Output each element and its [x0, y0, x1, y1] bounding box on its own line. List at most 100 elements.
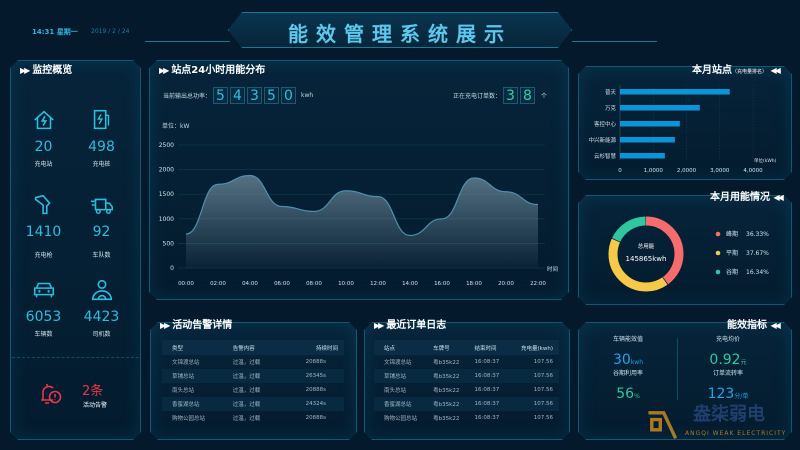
table-cell: 粤b35k22 — [433, 360, 460, 366]
table-cell: 24324s — [275, 397, 344, 411]
title-banner — [228, 12, 572, 48]
table-row[interactable]: 南头总站 过温，过载 20888s — [162, 383, 344, 397]
header-date: 2019 / 2 / 24 — [91, 28, 130, 35]
bar-category-label: 客控中心 — [594, 120, 617, 128]
header-line-right — [572, 41, 657, 42]
header-time: 14:31 星期一 — [32, 27, 78, 37]
table-cell: 南头总站 — [172, 388, 195, 394]
stat-value: 20 — [34, 139, 53, 155]
table-cell: 16:08:37 — [474, 359, 500, 365]
x-tick-label: 3,0000 — [710, 168, 730, 174]
donut-center-label: 总用能 — [638, 242, 655, 250]
x-tick-label: 08:00 — [306, 281, 322, 287]
stat-label: 车辆数 — [34, 331, 53, 338]
table-header: 站点 车牌号 结束时间 充电量(kwh) — [374, 340, 559, 355]
kpi-item: 订单流转率 123分/单 — [683, 370, 773, 405]
x-tick-label: 20:00 — [498, 281, 514, 287]
table-cell: 购物公园总站 — [172, 416, 206, 422]
table-row[interactable]: 香蜜湖总站 粤b35k22 16:08:37 107.56 — [374, 397, 559, 411]
table-row[interactable]: 香蜜湖总站 过温，过载 24324s — [162, 397, 344, 411]
alarm-table: 类型 告警内容 持续时间 文锦渡总站 过温，过载 20888s 草铺总站 过温，过载 26345… — [162, 340, 344, 425]
donut-slice — [608, 216, 684, 292]
usage-donut-chart: 峰期 36.33% 平期 37.67% 谷期 16.34% 总用能 145865kwh — [608, 216, 769, 292]
table-row[interactable]: 购物公园总站 粤b35k22 16:08:37 107.56 — [374, 411, 559, 425]
energy-area-chart: 0 500 1000 1500 2000 2500 00:00 02:00 04:00 06:00… — [159, 142, 558, 287]
area-fill — [186, 175, 538, 268]
x-tick-label: 00:00 — [178, 281, 194, 287]
usage-title: 本月用能情况 ◀◀ — [710, 192, 784, 203]
overview-title: ▶▶ 监控概览 — [20, 65, 73, 76]
table-cell: 107.56 — [504, 397, 559, 411]
x-axis-label: 时间 — [547, 265, 558, 273]
car-icon — [33, 282, 54, 298]
column-header: 持续时间 — [275, 340, 344, 355]
table-cell: 粤b35k22 — [423, 369, 465, 383]
table-cell: 过温，过载 — [232, 388, 261, 394]
legend-marker — [715, 231, 721, 237]
station-bar-chart: 0 1,0000 2,0000 3,0000 4,0000 普天万克客控中心中兴新能源云杉… — [588, 85, 777, 174]
kpi-label: 车辆能效值 — [612, 336, 643, 343]
power-unit: kwh — [301, 92, 314, 99]
table-cell: 粤b35k22 — [433, 388, 460, 394]
legend-name: 峰期 — [726, 230, 738, 238]
stat-charging-gun: 1410 充电枪 — [16, 192, 71, 259]
x-tick-label: 18:00 — [466, 281, 482, 287]
charging-gun-icon — [34, 194, 51, 215]
table-cell: 香蜜湖总站 — [374, 397, 424, 411]
stat-label: 车队数 — [92, 252, 111, 259]
area-line — [185, 174, 539, 237]
digit: 5 — [264, 87, 280, 104]
bar-category-label: 云杉智慧 — [594, 152, 617, 160]
digit: 3 — [503, 87, 519, 104]
y-tick-label: 500 — [163, 240, 175, 247]
x-tick-label: 12:00 — [370, 281, 386, 287]
table-cell: 粤b35k22 — [423, 397, 465, 411]
bar-category-label: 中兴新能源 — [588, 136, 616, 144]
table-row[interactable]: 草铺总站 粤b35k22 16:08:37 107.56 — [374, 369, 559, 383]
bar — [620, 121, 680, 127]
kpi-label: 谷期利用率 — [612, 370, 643, 377]
bell-alert-icon — [41, 384, 62, 404]
table-cell: 草铺总站 — [374, 369, 424, 383]
kpi-value: 30kwh — [612, 352, 643, 368]
table-row[interactable]: 文锦渡总站 过温，过载 20888s — [162, 355, 344, 369]
table-cell: 107.56 — [504, 369, 559, 383]
overview-panel — [10, 60, 141, 440]
x-tick-label: 1,0000 — [644, 168, 664, 174]
weekday: 星期一 — [56, 28, 78, 36]
power-label: 当前输出总功率： — [163, 93, 212, 100]
x-tick-label: 10:00 — [338, 281, 354, 287]
table-cell: 107.56 — [533, 359, 553, 365]
donut-center-value: 145865kwh — [626, 255, 667, 263]
table-row[interactable]: 草铺总站 过温，过载 26345s — [162, 369, 344, 383]
digit: 5 — [213, 87, 229, 104]
x-tick-label: 4,0000 — [743, 168, 763, 174]
charging-pile-icon — [93, 109, 109, 130]
divider — [12, 357, 139, 358]
table-cell: 过温，过载 — [232, 360, 261, 366]
bar — [620, 105, 700, 111]
legend-name: 平期 — [726, 249, 738, 257]
table-row[interactable]: 文锦渡总站 粤b35k22 16:08:37 107.56 — [374, 355, 559, 369]
kpi-label: 订单流转率 — [712, 370, 743, 377]
orders-unit: 个 — [541, 93, 548, 100]
column-header: 结束时间 — [464, 340, 505, 355]
table-cell: 107.56 — [533, 415, 553, 421]
energy-title: ▶▶ 站点24小时用能分布 — [159, 65, 266, 76]
stat-house-bolt: 20 充电站 — [16, 107, 71, 168]
table-row[interactable]: 购物公园总站 过温，过载 20888s — [162, 411, 344, 425]
kpi-title: 能效指标 ◀◀ — [727, 320, 781, 331]
table-row[interactable]: 南头总站 粤b35k22 16:08:37 107.56 — [374, 383, 559, 397]
table-cell: 20888s — [305, 387, 326, 393]
bar — [620, 153, 665, 159]
truck-icon — [90, 198, 113, 215]
page-title: 能效管理系统展示 — [288, 22, 512, 46]
alarm-table-title: ▶▶ 活动告警详情 — [160, 320, 233, 331]
x-tick-label: 04:00 — [242, 281, 258, 287]
kpi-panel — [578, 322, 792, 440]
digit: 0 — [281, 87, 297, 104]
table-cell: 16:08:37 — [464, 397, 505, 411]
kpi-item: 谷期利用率 56% — [583, 370, 673, 405]
bar-category-label: 普天 — [605, 88, 617, 96]
orders-label: 正在充电订单数： — [453, 93, 502, 100]
